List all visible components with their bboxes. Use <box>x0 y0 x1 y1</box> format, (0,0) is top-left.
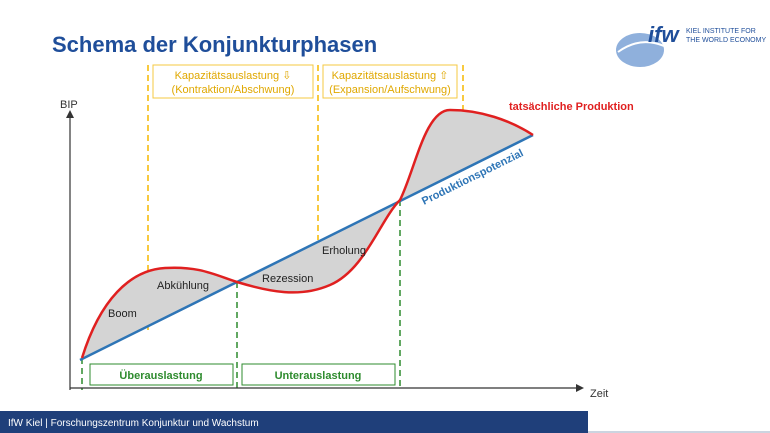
x-axis-label: Zeit <box>590 388 608 400</box>
box-text: (Expansion/Aufschwung) <box>329 84 451 96</box>
phase-label: Boom <box>108 308 137 320</box>
logo-text: THE WORLD ECONOMY <box>686 37 766 44</box>
arrowhead <box>576 384 584 392</box>
footer-text: IfW Kiel | Forschungszentrum Konjunktur … <box>8 418 259 429</box>
gap-area <box>82 110 533 358</box>
logo-globe <box>616 33 664 67</box>
potential-line <box>79 133 534 362</box>
guides <box>81 200 401 390</box>
box-text: Überauslastung <box>119 369 202 382</box>
arrowhead <box>66 110 74 118</box>
phase-box <box>241 363 396 386</box>
logo-mark: ifw <box>648 22 680 47</box>
y-axis-label: BIP <box>60 99 78 111</box>
logo-swoosh <box>617 41 665 53</box>
box-text: Kapazitätsauslastung ⇩ <box>175 70 292 82</box>
box-text: Kapazitätsauslastung ⇧ <box>332 70 449 82</box>
phase-label: Rezession <box>262 273 313 285</box>
phase-label: Erholung <box>322 245 366 257</box>
footer-bar <box>0 411 588 433</box>
phase-label: Abkühlung <box>157 280 209 292</box>
logo: ifw KIEL INSTITUTE FOR THE WORLD ECONOMY <box>616 22 766 67</box>
logo-text: KIEL INSTITUTE FOR <box>686 28 756 35</box>
title: Schema der Konjunkturphasen <box>52 32 377 57</box>
box-text: Unterauslastung <box>275 370 362 382</box>
box-text: (Kontraktion/Abschwung) <box>172 84 295 96</box>
phase-box <box>89 363 234 386</box>
actual-curve <box>80 108 534 359</box>
actual-label: tatsächliche Produktion <box>509 101 634 113</box>
phase-box <box>322 64 458 99</box>
phase-box <box>152 64 314 99</box>
